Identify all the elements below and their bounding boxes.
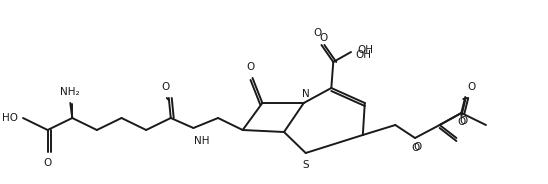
Text: HO: HO	[2, 113, 18, 123]
Text: NH₂: NH₂	[60, 87, 80, 97]
Text: O: O	[162, 82, 170, 92]
Text: S: S	[302, 160, 309, 170]
Text: O: O	[313, 28, 322, 38]
Text: O: O	[413, 142, 421, 152]
Text: O: O	[247, 62, 255, 72]
Text: NH: NH	[193, 136, 209, 146]
Text: O: O	[43, 158, 52, 168]
Text: N: N	[302, 89, 310, 99]
Text: O: O	[467, 82, 475, 92]
Text: OH: OH	[357, 45, 373, 55]
Text: O: O	[319, 33, 328, 43]
Text: O: O	[458, 117, 466, 127]
Text: O: O	[411, 143, 419, 153]
Text: O: O	[459, 116, 467, 126]
Text: OH: OH	[355, 50, 371, 60]
